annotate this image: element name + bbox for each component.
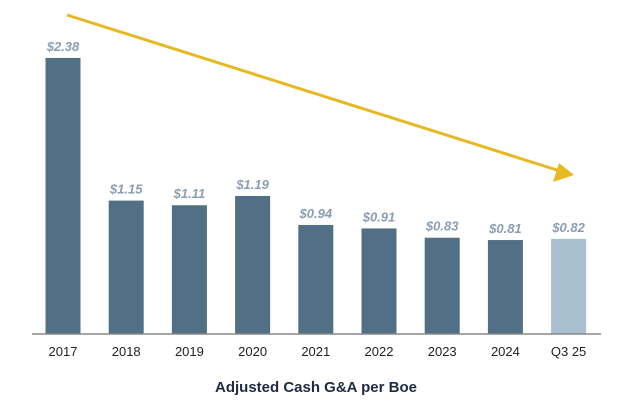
data-label: $0.81 [488,221,522,236]
bar-2023 [424,237,460,334]
trend-arrow [66,13,574,182]
bar-2024 [487,240,523,334]
bar-2019 [171,205,207,334]
x-tick-label: 2019 [175,344,204,359]
x-tick-label: 2023 [428,344,457,359]
data-label: $1.11 [173,186,206,201]
x-tick-label: Q3 25 [551,344,586,359]
x-tick-label: 2021 [301,344,330,359]
data-label: $0.91 [362,209,396,224]
x-tick-label: 2020 [238,344,267,359]
x-tick-label: 2017 [49,344,78,359]
bar-2017 [45,57,81,335]
data-label: $0.94 [299,206,333,221]
bar-2021 [298,224,334,334]
bar-2022 [361,228,397,334]
x-tick-label: 2022 [365,344,394,359]
x-tick-label: 2018 [112,344,141,359]
data-label: $1.15 [109,182,143,197]
data-label: $2.38 [46,39,80,54]
bar-q3-25 [551,238,587,334]
bar-2020 [235,195,271,334]
data-label: $0.82 [551,220,585,235]
data-label: $1.19 [235,177,269,192]
chart-title: Adjusted Cash G&A per Boe [215,379,417,396]
x-tick-label: 2024 [491,344,520,359]
bar-2018 [108,200,144,334]
data-label: $0.83 [425,219,459,234]
